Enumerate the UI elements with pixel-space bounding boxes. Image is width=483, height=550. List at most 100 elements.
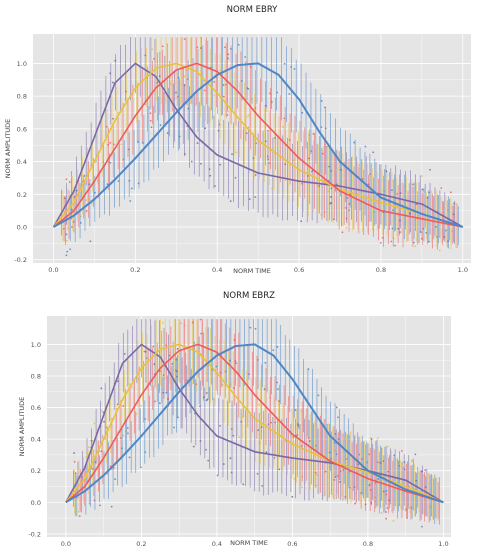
- data-point: [314, 471, 317, 474]
- data-point: [248, 373, 250, 376]
- y-tick-label: -0.2: [14, 256, 27, 264]
- data-point: [173, 426, 175, 429]
- data-point: [444, 196, 447, 199]
- data-point: [193, 412, 196, 415]
- y-tick-label: 1.0: [17, 60, 27, 68]
- data-point: [224, 370, 227, 373]
- data-point: [335, 406, 338, 409]
- data-point: [278, 468, 281, 471]
- data-point: [158, 75, 161, 77]
- data-point: [110, 505, 113, 508]
- data-point: [364, 145, 367, 148]
- data-point: [354, 502, 357, 505]
- data-point: [65, 239, 68, 242]
- data-point: [301, 182, 303, 185]
- data-point: [91, 202, 93, 205]
- data-point: [411, 183, 414, 186]
- data-point: [320, 100, 323, 102]
- data-point: [335, 494, 338, 497]
- y-tick-label: 0.0: [31, 499, 41, 507]
- data-point: [358, 164, 360, 167]
- data-point: [69, 248, 71, 251]
- data-point: [161, 45, 164, 48]
- data-point: [420, 237, 423, 240]
- data-point: [377, 478, 380, 480]
- data-point: [385, 170, 388, 172]
- series-3-line: [53, 62, 464, 228]
- data-point: [209, 174, 212, 177]
- data-point: [205, 448, 207, 451]
- data-point: [292, 159, 295, 162]
- data-point: [122, 434, 125, 437]
- data-point: [121, 447, 123, 450]
- data-point: [219, 424, 222, 427]
- data-point: [261, 484, 264, 487]
- data-point: [196, 46, 199, 49]
- data-point: [199, 318, 202, 321]
- data-point: [385, 489, 388, 492]
- data-point: [397, 227, 400, 230]
- data-point: [249, 435, 252, 438]
- data-point: [178, 97, 181, 100]
- data-point: [414, 245, 417, 248]
- data-point: [321, 152, 324, 155]
- data-point: [257, 403, 260, 406]
- data-point: [288, 139, 291, 141]
- data-point: [199, 47, 202, 49]
- data-point: [349, 432, 352, 435]
- data-point: [227, 57, 229, 60]
- data-point: [83, 175, 86, 177]
- data-point: [452, 202, 455, 205]
- data-point: [361, 177, 364, 180]
- data-point: [296, 434, 299, 436]
- data-point: [85, 451, 88, 454]
- chart-title: NORM EBRZ: [223, 291, 275, 301]
- data-point: [380, 512, 383, 514]
- data-point: [150, 126, 153, 129]
- data-point: [200, 332, 203, 335]
- data-point: [116, 380, 119, 383]
- data-point: [369, 437, 372, 440]
- series-3-points: [65, 43, 447, 257]
- data-point: [224, 46, 226, 49]
- data-point: [368, 453, 371, 456]
- data-point: [144, 54, 147, 57]
- data-point: [183, 153, 186, 155]
- data-point: [77, 510, 80, 513]
- x-tick-label: 0.0: [61, 540, 71, 548]
- x-tick-label: 0.2: [136, 540, 146, 548]
- data-point: [195, 383, 198, 386]
- data-point: [128, 383, 131, 385]
- data-point: [399, 192, 402, 194]
- data-point: [345, 217, 348, 220]
- data-point: [149, 119, 152, 122]
- data-point: [445, 229, 447, 232]
- data-point: [267, 158, 270, 160]
- data-point: [85, 455, 88, 458]
- data-point: [180, 322, 183, 325]
- data-point: [386, 507, 389, 509]
- data-point: [232, 434, 235, 437]
- data-point: [424, 469, 427, 472]
- data-point: [327, 190, 330, 193]
- data-point: [109, 72, 112, 75]
- data-point: [90, 439, 93, 442]
- data-point: [277, 388, 279, 391]
- data-point: [114, 478, 116, 481]
- data-point: [320, 213, 323, 216]
- data-point: [267, 130, 269, 132]
- data-point: [186, 379, 188, 382]
- data-point: [226, 110, 229, 113]
- data-point: [219, 371, 222, 374]
- data-point: [396, 193, 399, 195]
- data-point: [230, 471, 233, 474]
- data-point: [128, 456, 131, 459]
- data-point: [168, 354, 171, 357]
- data-point: [202, 396, 205, 399]
- data-point: [105, 125, 108, 128]
- data-point: [129, 200, 132, 202]
- data-point: [344, 496, 347, 498]
- data-point: [100, 410, 103, 412]
- data-point: [173, 82, 176, 85]
- data-point: [265, 109, 268, 112]
